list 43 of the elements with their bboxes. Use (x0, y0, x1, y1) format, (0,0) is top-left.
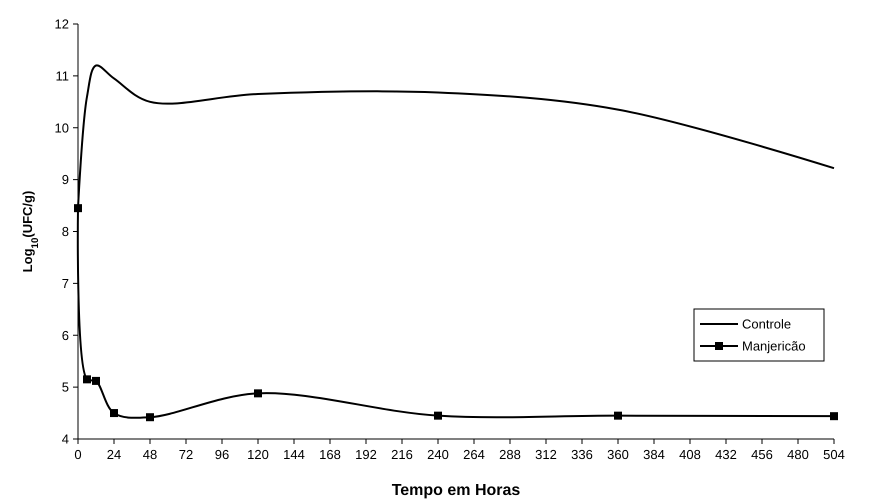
x-tick-label: 216 (391, 447, 413, 462)
point (146, 413, 154, 422)
y-tick-label: 9 (62, 172, 69, 188)
point (254, 389, 262, 398)
point (83, 375, 91, 384)
point (434, 412, 442, 420)
x-axis-title: Tempo em Horas (392, 482, 520, 499)
point (92, 376, 100, 385)
x-tick-label: 0 (74, 447, 82, 462)
legend-label: Controle (742, 316, 792, 332)
legend-label: Manjericão (742, 338, 806, 354)
y-tick-label: 6 (62, 328, 69, 343)
x-tick-label: 240 (427, 447, 449, 462)
x-tick-label: 432 (715, 447, 737, 462)
y-tick-label: 5 (62, 380, 69, 395)
x-tick-label: 264 (463, 447, 485, 462)
x-tick-label: 120 (247, 447, 269, 462)
y-tick-label: 7 (62, 276, 69, 291)
x-tick-label: 168 (319, 447, 341, 462)
x-tick-label: 288 (499, 447, 521, 462)
x-tick-label: 336 (571, 447, 593, 462)
x-tick-label: 360 (607, 447, 629, 462)
x-tick-label: 24 (106, 447, 122, 462)
x-tick-label: 312 (535, 447, 557, 462)
x-tick-label: 408 (679, 447, 701, 462)
x-tick-label: 456 (751, 447, 773, 462)
x-tick-label: 192 (355, 447, 377, 462)
point (614, 412, 622, 420)
point (830, 412, 838, 420)
x-tick-label: 72 (178, 447, 194, 462)
x-tick-label: 480 (787, 447, 809, 462)
x-tick-label: 96 (214, 447, 230, 462)
y-tick-label: 12 (54, 16, 69, 32)
y-tick-label: 10 (54, 120, 69, 136)
y-tick-label: 11 (56, 68, 69, 84)
y-tick-label: 4 (62, 432, 69, 446)
y-tick-label: 8 (62, 224, 69, 239)
x-tick-label: 144 (283, 447, 305, 462)
point (110, 409, 118, 418)
x-tick-label: 48 (142, 447, 158, 462)
x-tick-label: 504 (823, 447, 845, 462)
x-tick-label: 384 (643, 447, 665, 462)
point (74, 204, 82, 212)
